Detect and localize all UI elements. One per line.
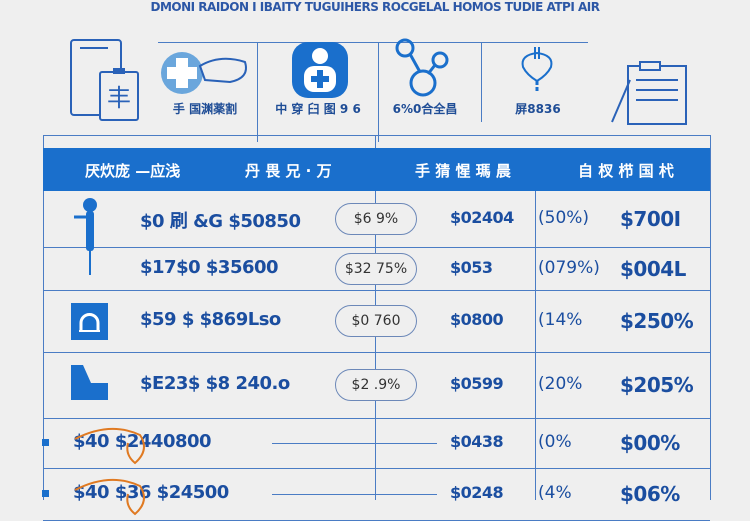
cell-total: $004L (620, 256, 686, 281)
figure-icon (74, 198, 97, 275)
cell-percent: (4% (538, 483, 572, 503)
table-header (43, 148, 710, 191)
medical-hand-icon (161, 52, 247, 94)
cell-total: $205% (620, 373, 694, 397)
cell-percent: (50%) (538, 207, 590, 228)
icon-label: 6%0合全昌 (392, 102, 458, 116)
icon-label: 屏8836 (515, 102, 561, 116)
row-divider (43, 468, 710, 469)
document-icon (611, 61, 687, 125)
table-border (43, 135, 44, 500)
column-header: 厌炊庞 —应浅 (85, 162, 181, 180)
row-divider (43, 247, 710, 248)
icon-label: 手 国渊薬割 (172, 102, 238, 116)
cell-value: $0248 (450, 483, 504, 502)
medical-badge-icon (292, 42, 348, 98)
cell-amount: $59 $ $869Lso (140, 309, 281, 330)
dial-icon (42, 478, 145, 516)
value-pill: $0 760 (335, 305, 417, 337)
divider (257, 42, 258, 142)
cell-total: $700I (620, 206, 681, 231)
cell-value: $0800 (450, 310, 504, 329)
value-pill: $32 75% (335, 252, 417, 285)
divider (378, 42, 379, 142)
cell-percent: (14% (538, 310, 583, 330)
clipboard-phone-icon: 丰 (70, 39, 139, 121)
column-header: 丹 畏 兄 · 万 (245, 162, 332, 180)
column-header: 手 猜 惺 瑪 晨 (415, 162, 511, 180)
cell-percent: (0% (538, 432, 572, 452)
molecule-icon (395, 38, 449, 97)
row-divider (43, 290, 710, 291)
cell-total: $06% (620, 482, 680, 506)
leader-line (272, 443, 437, 444)
column-divider (535, 190, 536, 500)
cell-percent: (079%) (538, 257, 600, 278)
boot-icon (71, 365, 108, 400)
arch-icon (71, 303, 108, 340)
icon-label: 中 穿 臼 图 9 6 (275, 102, 361, 116)
divider (158, 42, 588, 43)
cell-total: $00% (620, 431, 680, 455)
cell-value: $0599 (450, 374, 504, 393)
value-pill: $2 .9% (335, 369, 417, 401)
cell-value: $0438 (450, 432, 504, 451)
cell-amount: $40 $36 $24500 (73, 482, 229, 503)
cell-amount: $0 刷 &G $50850 (140, 210, 301, 232)
leader-line (272, 494, 437, 495)
cell-value: $02404 (450, 207, 514, 227)
row-divider (43, 418, 710, 419)
page-title: DMONI RAIDON I IBAITY TUGUIHERS ROCGELAL… (150, 0, 600, 14)
column-header: 自 杈 栉 国 杙 (578, 162, 674, 180)
value-pill: $6 9% (335, 202, 417, 235)
dial-icon (42, 427, 145, 465)
svg-text:丰: 丰 (107, 84, 131, 112)
divider (481, 42, 482, 122)
cell-percent: (20% (538, 374, 583, 394)
cell-amount: $E23$ $8 240.o (140, 373, 290, 394)
table-border (710, 135, 711, 500)
table-border (43, 135, 710, 136)
cell-value: $053 (450, 257, 493, 277)
stethoscope-icon (521, 47, 553, 93)
cell-amount: $17$0 $35600 (140, 256, 279, 278)
row-divider (43, 352, 710, 353)
cell-total: $250% (620, 309, 694, 333)
